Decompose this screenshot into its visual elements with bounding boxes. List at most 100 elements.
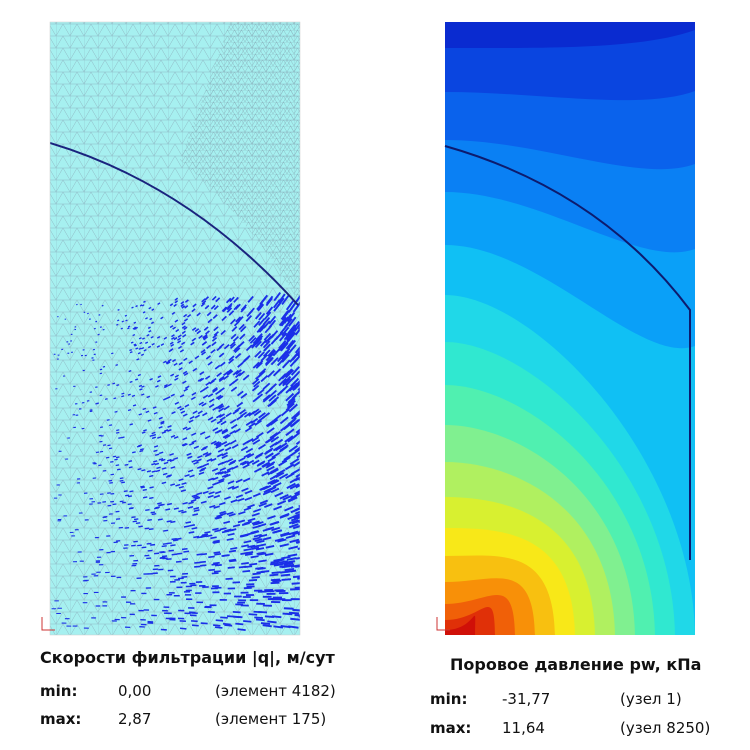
vector	[191, 392, 197, 396]
vector	[210, 457, 217, 462]
vector	[250, 546, 260, 550]
vector	[205, 381, 211, 386]
vector	[286, 569, 297, 573]
vector	[221, 429, 228, 435]
vector	[146, 395, 151, 399]
vector	[145, 317, 148, 320]
vector	[171, 334, 175, 338]
vector	[139, 304, 143, 307]
vector	[255, 372, 263, 380]
row-value: 2,87	[118, 710, 152, 728]
vector	[120, 327, 124, 330]
vector	[218, 343, 225, 349]
vector	[116, 468, 121, 471]
vector	[210, 304, 216, 310]
vector	[116, 431, 120, 434]
vector	[290, 448, 300, 456]
vector	[256, 360, 264, 368]
vector	[208, 403, 215, 408]
velocity-plot	[50, 22, 326, 635]
vector	[293, 322, 300, 333]
vector	[191, 459, 197, 463]
vector	[154, 507, 159, 510]
vector	[196, 492, 203, 496]
vector	[132, 327, 136, 330]
vector	[271, 571, 281, 575]
vector	[293, 431, 300, 438]
vector	[171, 311, 176, 315]
vector	[264, 552, 274, 557]
vector	[162, 360, 167, 364]
vector	[252, 492, 261, 498]
vector	[220, 420, 227, 426]
vector	[284, 506, 294, 512]
vector	[258, 312, 266, 321]
vector	[218, 352, 225, 358]
vector	[179, 627, 187, 630]
vector	[274, 537, 284, 542]
vector	[140, 485, 145, 488]
vector	[219, 527, 227, 531]
row-label: min:	[40, 682, 78, 700]
vector	[239, 534, 248, 538]
vector	[231, 326, 238, 332]
vector	[265, 526, 275, 531]
vector	[254, 311, 262, 320]
vector	[233, 615, 242, 619]
vector	[124, 314, 128, 317]
vector	[182, 501, 188, 505]
vector	[218, 501, 226, 506]
vector	[244, 426, 253, 433]
vector	[255, 333, 263, 341]
vector	[206, 311, 212, 317]
vector	[143, 429, 147, 432]
vector	[239, 409, 246, 415]
vector	[296, 556, 300, 560]
vector	[121, 481, 125, 484]
vector	[265, 447, 274, 454]
vector	[220, 440, 228, 446]
vector	[228, 355, 235, 361]
vector	[280, 573, 291, 577]
vector	[218, 404, 225, 410]
vector	[150, 543, 156, 546]
vector	[190, 499, 197, 503]
vector	[153, 411, 158, 415]
vector	[198, 401, 204, 406]
vector	[171, 411, 176, 415]
vector	[181, 330, 186, 335]
vector	[212, 388, 218, 393]
vector	[172, 539, 179, 542]
vector	[190, 341, 195, 346]
vector	[290, 410, 300, 420]
vector	[292, 411, 300, 420]
vector	[267, 399, 276, 408]
vector	[228, 549, 237, 553]
vector	[178, 361, 183, 366]
vector	[241, 561, 249, 565]
vector	[137, 352, 141, 355]
vector	[169, 452, 174, 456]
vector	[315, 563, 326, 565]
vector	[189, 524, 195, 527]
vector	[287, 316, 297, 327]
vector	[169, 303, 174, 307]
vector	[206, 344, 212, 350]
vector	[213, 551, 221, 554]
vector	[230, 546, 238, 550]
vector	[141, 337, 146, 340]
vector	[131, 306, 134, 309]
vector	[131, 394, 136, 397]
vector	[240, 306, 247, 313]
vector	[260, 622, 271, 626]
vector	[174, 377, 179, 381]
vector	[268, 315, 277, 325]
vector	[170, 466, 176, 469]
vector	[146, 470, 152, 473]
vector	[287, 339, 296, 350]
vector	[264, 335, 273, 344]
vector	[251, 341, 259, 349]
vector	[177, 405, 182, 410]
vector	[285, 392, 295, 402]
vector	[250, 417, 259, 424]
